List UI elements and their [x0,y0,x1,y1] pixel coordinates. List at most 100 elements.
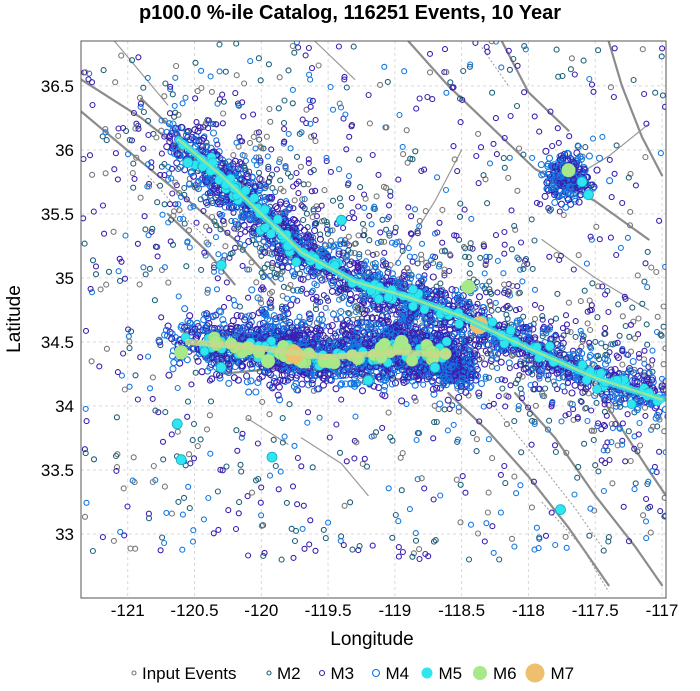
event-point [399,143,406,150]
event-point [536,128,543,135]
event-point [482,260,489,267]
event-point [290,554,297,561]
event-point [654,423,661,430]
event-point [149,374,156,381]
event-point [248,489,256,496]
event-point [204,289,211,296]
event-point [480,172,487,179]
event-point [246,266,253,273]
event-point [528,216,535,223]
event-point [368,221,375,228]
event-point [234,447,241,454]
event-point [501,281,508,288]
event-point [400,151,407,158]
event-point [244,266,251,273]
event-point [323,158,330,165]
event-point [216,96,223,103]
event-point [268,146,275,153]
fault-trace [407,41,650,241]
event-point [152,243,159,250]
event-point [179,546,186,553]
event-point [429,96,436,103]
fault-zone [488,399,603,548]
event-point [190,203,197,210]
event-point [531,113,538,120]
event-point [154,253,161,260]
event-point [214,141,221,148]
event-point [625,538,633,545]
event-point [234,235,241,242]
event-point [588,236,595,243]
event-point [204,286,211,293]
event-point [340,293,347,300]
fault-trace [314,41,356,80]
event-point [146,265,153,272]
event-point [312,187,319,194]
event-point [189,437,196,444]
event-point [300,216,307,224]
event-point [616,425,623,432]
event-point [494,365,501,372]
event-point [688,424,693,429]
event-point [631,486,638,493]
event-point [220,217,227,225]
event-point [656,448,663,455]
event-point [335,43,342,50]
event-point [144,74,151,81]
event-point [172,179,179,186]
event-point [426,50,434,57]
event-point [353,439,360,446]
event-point [182,94,189,101]
event-point [492,115,499,122]
event-point [142,226,149,233]
event-point [293,180,300,187]
event-point [494,257,501,264]
event-point [301,205,308,212]
event-point [207,398,215,405]
event-point [473,448,480,455]
event-point [327,237,335,245]
event-point [541,393,548,400]
event-point [255,169,263,176]
event-point [674,394,680,400]
event-point [116,255,123,262]
event-point [529,154,536,161]
event-point [313,213,320,220]
event-point [355,547,362,554]
event-point [517,385,524,392]
event-point [265,179,272,186]
event-point [424,93,431,101]
event-point [213,286,221,293]
event-point [563,544,570,551]
event-point [351,455,358,462]
event-point [678,321,683,326]
event-point [251,157,258,164]
event-point [318,202,325,209]
event-point [216,41,223,48]
event-point [289,100,296,107]
event-point [322,304,329,311]
event-point [158,163,165,170]
event-point [486,278,493,285]
event-point [656,217,663,224]
event-point [539,313,546,320]
event-point [136,94,143,101]
event-point [176,215,183,222]
event-point [671,440,676,445]
event-point [265,163,272,170]
event-point [641,369,648,376]
event-point [676,425,681,430]
event-point [648,426,655,433]
event-point [276,159,283,166]
event-point [513,490,520,497]
event-point [446,405,453,413]
event-point [511,473,518,480]
event-point [457,119,464,126]
event-point [185,227,193,234]
event-point [410,550,417,557]
event-point [254,440,261,447]
event-point [570,266,577,273]
event-point [501,250,508,257]
event-point [186,505,193,512]
event-point [272,274,279,281]
